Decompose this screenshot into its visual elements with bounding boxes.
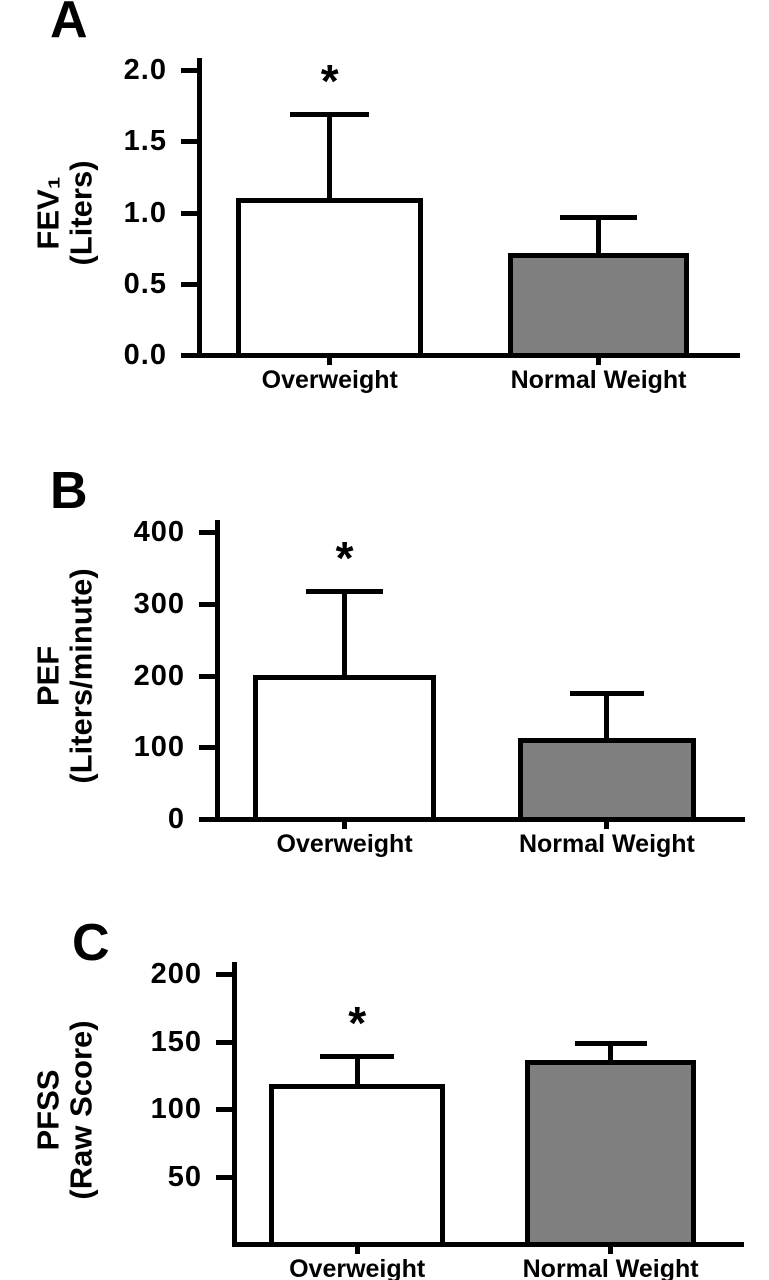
y-tick: [199, 745, 215, 751]
y-tick: [199, 601, 215, 607]
panel-letter: A: [50, 0, 88, 49]
x-tick: [596, 358, 602, 365]
y-tick-label: 2.0: [123, 54, 167, 86]
y-tick: [199, 673, 215, 679]
y-tick: [199, 530, 215, 535]
y-tick: [216, 1107, 232, 1112]
panel-letter: C: [72, 914, 110, 972]
x-axis: [232, 1242, 744, 1247]
panel-c: C PFSS (Raw Score) 50 100 150 200 * Overweight No…: [0, 915, 769, 1280]
y-tick: [181, 139, 197, 145]
x-category-label: Overweight: [261, 366, 398, 394]
x-category-label: Normal Weight: [518, 830, 695, 858]
significance-asterisk: *: [320, 55, 339, 108]
bar-overweight: [268, 1084, 446, 1247]
y-tick-label: 300: [133, 587, 185, 620]
y-tick-label: 100: [133, 731, 185, 764]
plot-area: 50 100 150 200 * Overweight Normal Weight: [151, 959, 744, 1280]
error-bar-cap: [320, 1054, 395, 1060]
bar-normal-weight: [518, 738, 696, 822]
plot-area: 0.0 0.5 1.0 1.5 2.0 * Overweight Normal Weight: [124, 55, 740, 394]
y-tick: [181, 210, 197, 216]
y-tick-label: 200: [150, 958, 202, 990]
y-tick: [216, 972, 232, 977]
x-tick: [342, 822, 348, 829]
error-bar-cap: [574, 1040, 647, 1046]
y-axis: [232, 962, 237, 1247]
y-tick: [181, 353, 197, 358]
y-axis-label-line: PEF: [30, 645, 66, 707]
x-axis: [215, 817, 745, 822]
y-tick-label: 200: [133, 659, 185, 692]
error-bar-stem: [342, 588, 348, 675]
y-tick: [199, 817, 215, 822]
x-category-label: Overweight: [276, 830, 413, 858]
x-axis: [197, 353, 740, 358]
error-bar-stem: [327, 112, 333, 198]
x-category-label: Normal Weight: [522, 1255, 699, 1280]
y-tick: [181, 281, 197, 287]
x-tick: [604, 822, 610, 829]
bar-normal-weight: [524, 1059, 697, 1247]
y-tick-label: 0: [167, 803, 185, 835]
y-axis: [215, 520, 220, 822]
x-tick: [608, 1247, 614, 1254]
significance-asterisk: *: [348, 997, 367, 1050]
y-tick: [216, 1174, 232, 1180]
error-bar-cap: [560, 214, 637, 220]
y-axis: [197, 58, 202, 358]
bar-normal-weight: [507, 253, 690, 358]
error-bar-stem: [596, 214, 602, 254]
significance-asterisk: *: [335, 531, 354, 584]
panel-b: B PEF (Liters/minute) 0 100 200 300 400 * Overwei…: [0, 465, 769, 915]
x-tick: [354, 1247, 360, 1254]
y-tick-label: 150: [150, 1025, 202, 1058]
y-tick-label: 100: [150, 1093, 202, 1125]
error-bar-stem: [604, 690, 610, 739]
y-tick: [216, 1039, 232, 1045]
y-tick-label: 0.0: [123, 339, 167, 371]
y-tick-label: 0.5: [123, 267, 167, 300]
y-tick-label: 1.5: [123, 125, 167, 158]
bar-overweight: [236, 197, 424, 358]
bar-overweight: [253, 674, 436, 822]
error-bar-cap: [306, 588, 383, 594]
error-bar-stem: [354, 1054, 360, 1085]
y-tick-label: 1.0: [123, 196, 167, 229]
x-tick: [327, 358, 333, 365]
y-tick: [181, 68, 197, 73]
y-tick-label: 50: [167, 1160, 202, 1193]
plot-area: 0 100 200 300 400 * Overweight Normal Weight: [134, 517, 745, 858]
x-category-label: Overweight: [289, 1255, 426, 1280]
x-category-label: Normal Weight: [510, 366, 687, 394]
error-bar-stem: [608, 1040, 614, 1060]
y-tick-label: 400: [133, 516, 185, 548]
y-axis-label-line: PFSS: [30, 1069, 66, 1150]
error-bar-cap: [569, 690, 645, 696]
error-bar-cap: [290, 112, 370, 118]
panel-letter: B: [50, 462, 88, 520]
panel-a: A FEV₁ (Liters) 0.0 0.5 1.0 1.5 2.0 * Overweight N…: [0, 0, 769, 465]
